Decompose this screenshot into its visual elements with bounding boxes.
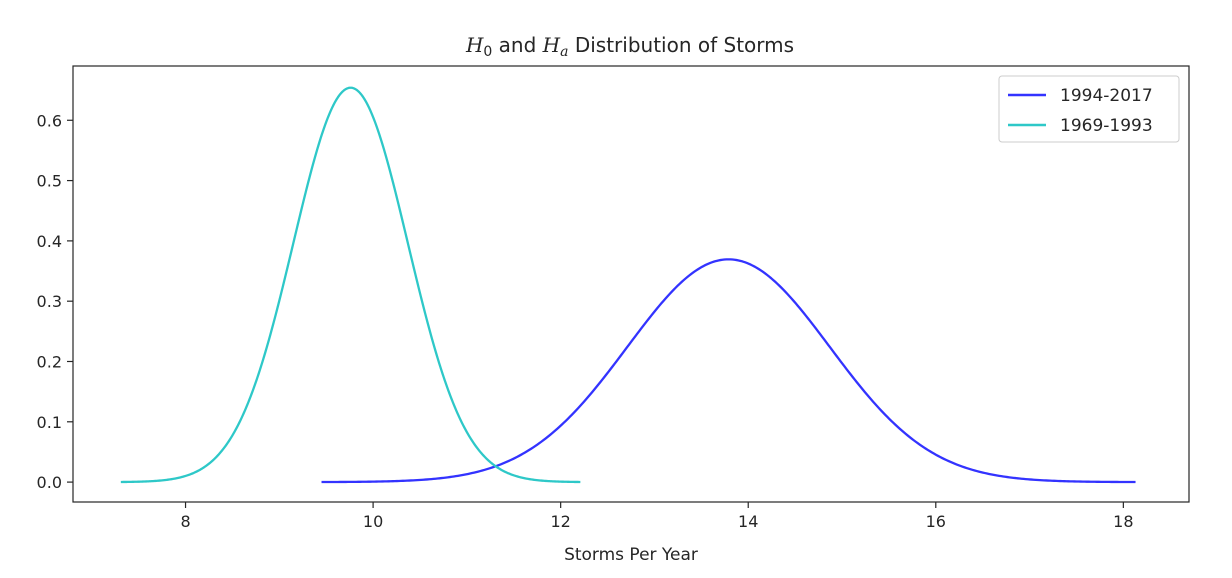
legend-label: 1969-1993 <box>1060 116 1153 136</box>
x-axis: 8 10 12 14 16 18 <box>180 502 1134 531</box>
legend-label: 1994-2017 <box>1060 86 1153 106</box>
y-tick-label: 0.4 <box>37 232 62 251</box>
title-part: Distribution of Storms <box>568 33 794 57</box>
title-part: a <box>560 44 568 60</box>
x-tick-label: 16 <box>926 512 946 531</box>
x-tick-label: 18 <box>1113 512 1133 531</box>
x-tick-label: 12 <box>550 512 570 531</box>
x-axis-label: Storms Per Year <box>564 545 698 565</box>
title-part: H <box>542 33 561 57</box>
y-tick-label: 0.6 <box>37 111 62 130</box>
y-tick-label: 0.2 <box>37 352 62 371</box>
x-tick-label: 14 <box>738 512 758 531</box>
y-tick-label: 0.0 <box>37 473 62 492</box>
x-tick-label: 10 <box>363 512 383 531</box>
x-tick-label: 8 <box>180 512 190 531</box>
legend: 1994-2017 1969-1993 <box>998 75 1180 143</box>
y-axis: 0.0 0.1 0.2 0.3 0.4 0.5 0.6 <box>37 111 73 492</box>
series-lines <box>120 86 1136 484</box>
y-tick-label: 0.5 <box>37 172 62 191</box>
y-tick-label: 0.3 <box>37 292 62 311</box>
y-tick-label: 0.1 <box>37 413 62 432</box>
plot-frame <box>72 65 1190 503</box>
series-line-1969-1993 <box>120 86 581 484</box>
title-part: H <box>465 33 484 57</box>
series-line-1994-2017 <box>321 258 1136 484</box>
title-part: 0 <box>483 44 492 60</box>
title-part: and <box>492 33 542 57</box>
chart-title: H0 and Ha Distribution of Storms <box>465 33 794 60</box>
